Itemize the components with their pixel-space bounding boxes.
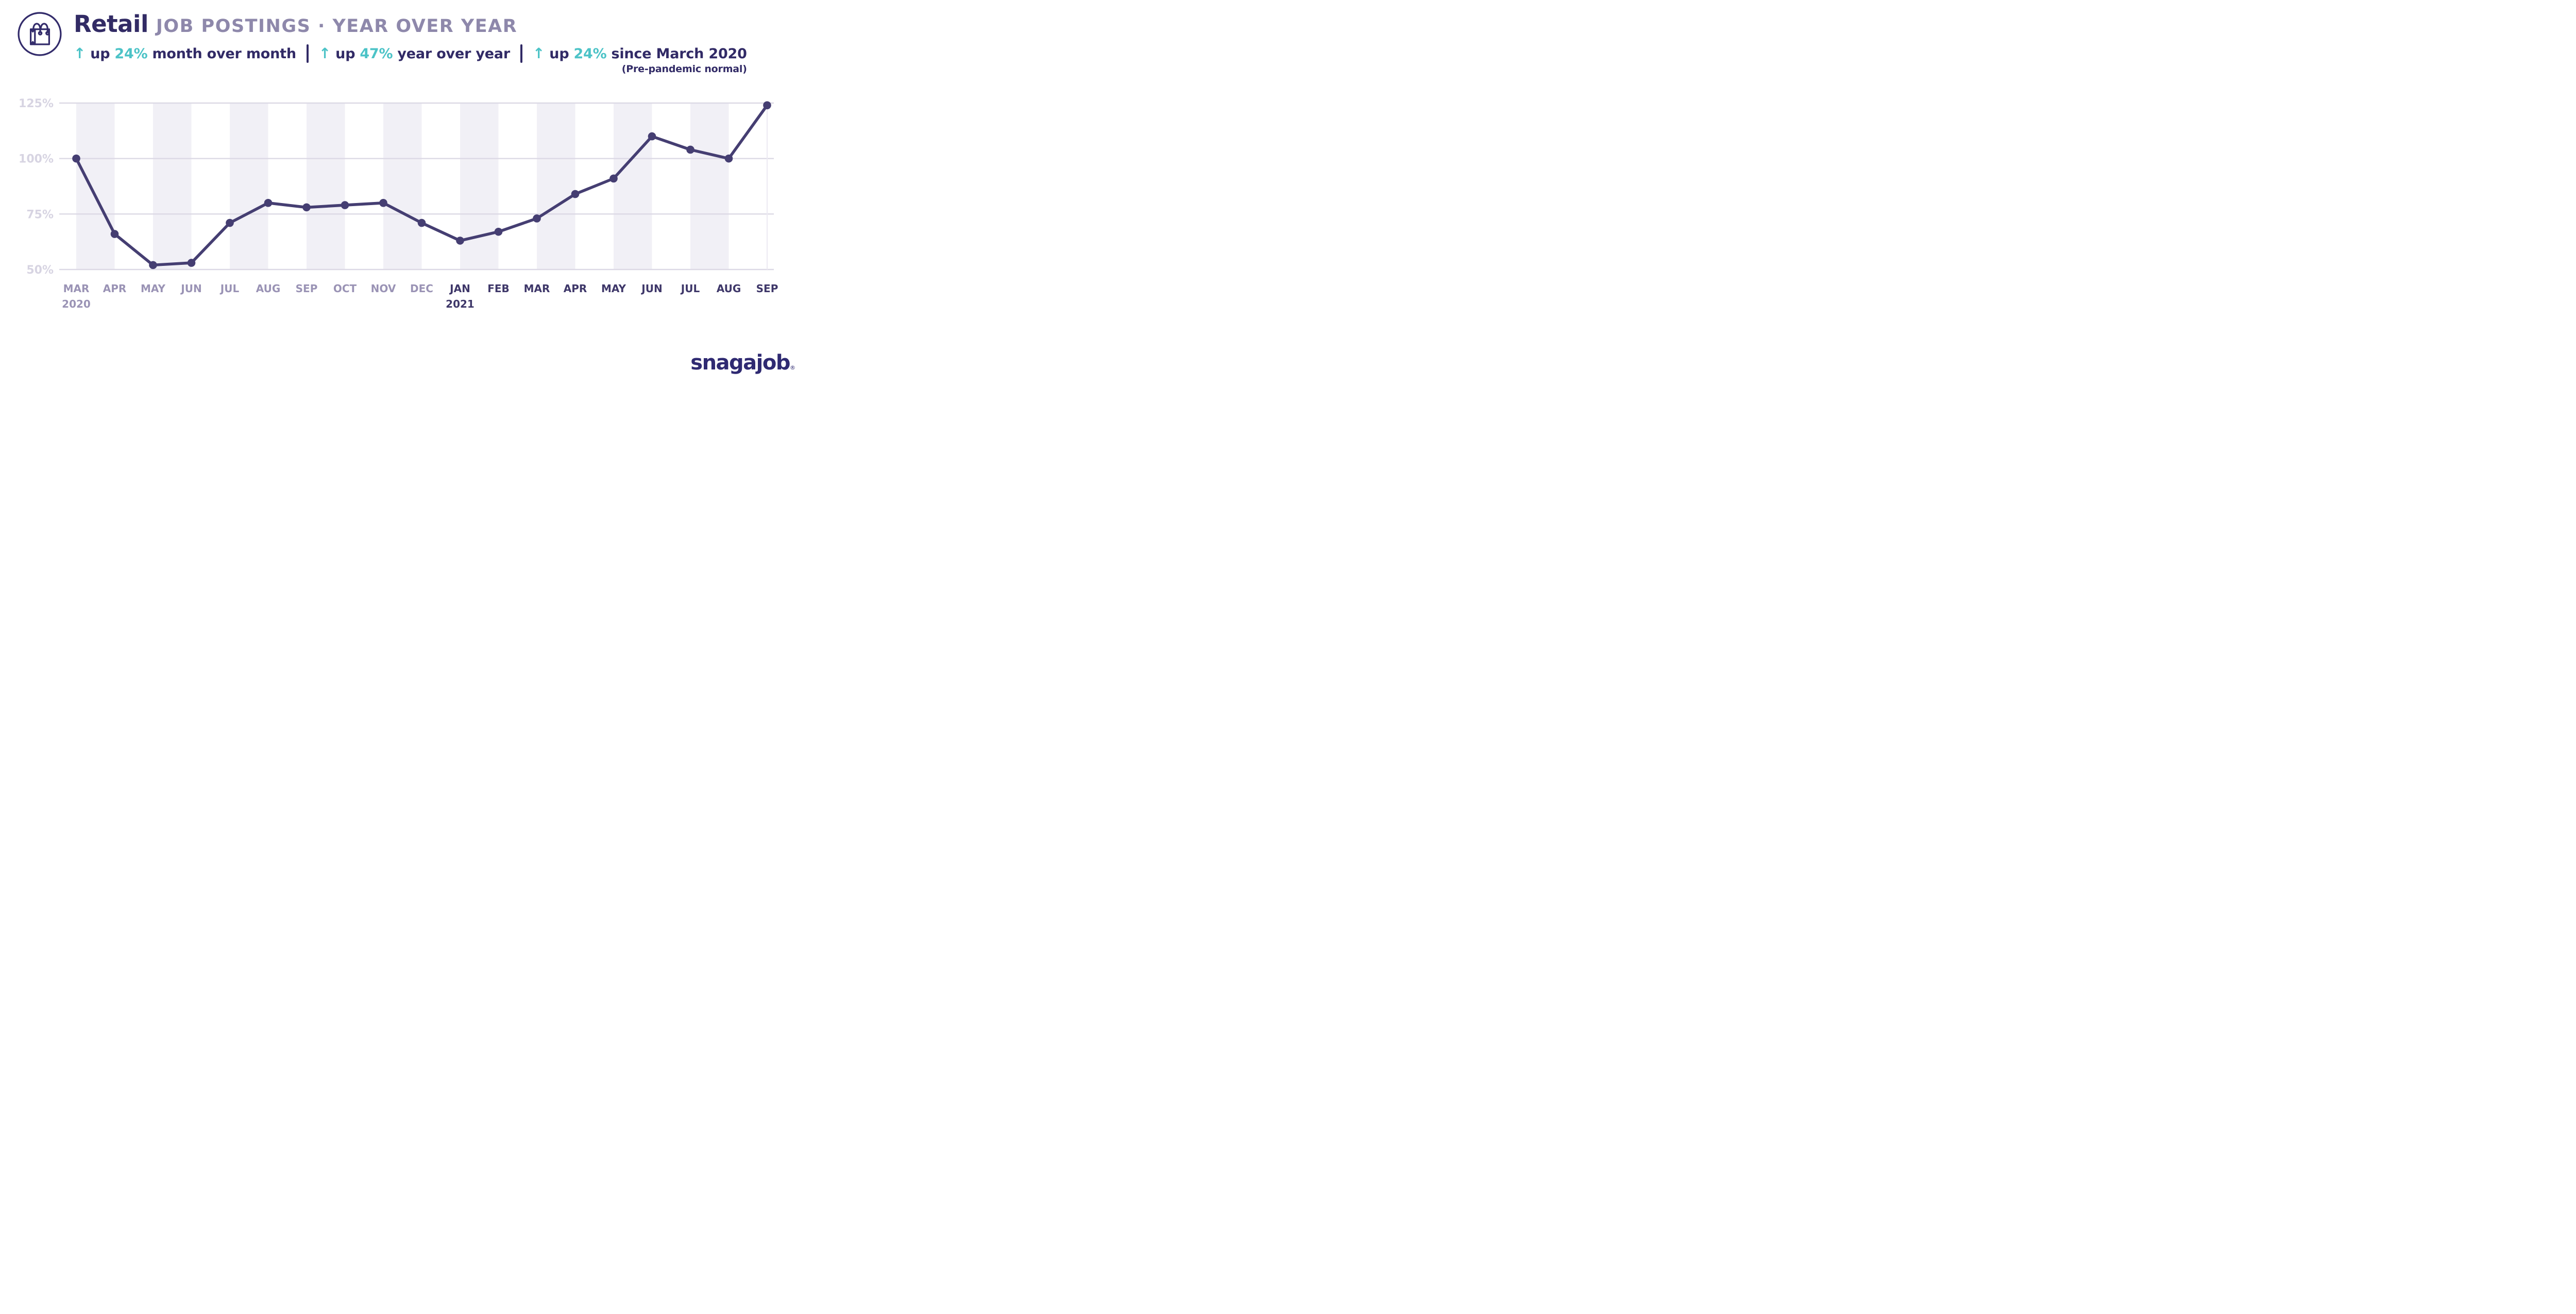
data-point-sep-6	[302, 203, 311, 212]
y-tick-label: 50%	[26, 264, 54, 277]
x-tick-label: SEP	[296, 282, 318, 295]
x-tick-label: APR	[103, 282, 127, 295]
x-tick-label: AUG	[717, 282, 741, 295]
data-point-feb-11	[494, 227, 503, 236]
x-tick-label: SEP	[756, 282, 778, 295]
bag-notch-bottom	[30, 41, 36, 45]
stat-since-march-2020: ↑ up 24% since March 2020	[533, 45, 747, 62]
stat-prefix: up	[90, 45, 110, 62]
data-point-apr-13	[571, 190, 580, 198]
stat-divider	[306, 44, 309, 63]
data-point-may-2	[149, 261, 157, 269]
data-point-dec-9	[417, 218, 426, 227]
data-point-mar-0	[72, 154, 80, 163]
shaded-month-band	[307, 103, 345, 269]
page-subtitle: JOB POSTINGS · YEAR OVER YEAR	[156, 16, 518, 37]
data-point-jul-4	[226, 218, 234, 227]
shopping-bag-icon	[18, 12, 62, 56]
data-point-jul-16	[686, 145, 694, 154]
bag-body	[29, 28, 50, 45]
bag-handle-right	[40, 23, 48, 33]
x-tick-label: JUN	[640, 282, 662, 295]
shaded-month-band	[153, 103, 192, 269]
shaded-month-band	[76, 103, 115, 269]
shaded-month-band	[537, 103, 575, 269]
x-tick-label: MAR	[524, 282, 550, 295]
shaded-month-band	[230, 103, 268, 269]
retail-job-postings-line-chart: 125% 100% 75% 50% MAR APR MAY JUN JUL AUG SEP OCT NO…	[19, 97, 778, 310]
stat-prefix: up	[335, 45, 355, 62]
data-point-oct-7	[341, 201, 349, 209]
shaded-month-band	[460, 103, 499, 269]
shaded-month-band	[690, 103, 729, 269]
bag-handle-hole-left	[38, 31, 43, 36]
stat-prefix: up	[549, 45, 569, 62]
data-point-jun-15	[648, 132, 656, 141]
x-tick-label: JAN	[449, 282, 470, 295]
x-tick-label: MAY	[601, 282, 626, 295]
stat-suffix: year over year	[397, 45, 511, 62]
x-tick-label: MAR	[63, 282, 90, 295]
stat-value: 24%	[573, 45, 607, 62]
stat-month-over-month: ↑ up 24% month over month	[74, 45, 296, 62]
x-tick-label: DEC	[410, 282, 433, 295]
shaded-month-band	[383, 103, 422, 269]
stat-suffix: month over month	[152, 45, 296, 62]
snagajob-logo: snagajob®	[690, 351, 795, 375]
x-tick-label: NOV	[371, 282, 396, 295]
badge-circle	[18, 12, 62, 56]
stat-since-march-wrap: ↑ up 24% since March 2020 (Pre-pandemic …	[533, 45, 747, 75]
up-arrow-icon: ↑	[318, 44, 331, 62]
data-point-aug-17	[724, 154, 733, 163]
x-year-label: 2021	[446, 298, 474, 310]
stat-year-over-year: ↑ up 47% year over year	[319, 45, 510, 62]
shaded-month-band	[614, 103, 652, 269]
data-point-jun-3	[187, 259, 196, 267]
data-point-aug-5	[264, 199, 273, 207]
stats-row: ↑ up 24% month over month ↑ up 47% year …	[74, 44, 747, 75]
x-tick-label: JUL	[680, 282, 700, 295]
pre-pandemic-note: (Pre-pandemic normal)	[621, 63, 747, 75]
x-tick-label: AUG	[256, 282, 281, 295]
x-tick-label: APR	[564, 282, 587, 295]
data-point-mar-12	[533, 214, 541, 223]
y-tick-label: 125%	[19, 97, 54, 110]
data-point-sep-18	[763, 101, 771, 110]
data-point-may-14	[609, 174, 618, 183]
stat-value: 24%	[114, 45, 148, 62]
stat-suffix: since March 2020	[611, 45, 747, 62]
stat-divider	[520, 44, 523, 63]
y-tick-label: 75%	[26, 208, 54, 221]
header: Retail JOB POSTINGS · YEAR OVER YEAR	[74, 10, 517, 38]
x-tick-label: OCT	[333, 282, 357, 295]
bag-notch-top	[30, 28, 36, 33]
bag-handle-hole-right	[45, 31, 50, 36]
x-tick-label: MAY	[141, 282, 165, 295]
stat-value: 47%	[360, 45, 393, 62]
data-point-nov-8	[379, 199, 387, 207]
logo-text: snagajob	[690, 351, 790, 375]
x-year-label: 2020	[62, 298, 91, 310]
registered-trademark-icon: ®	[790, 364, 795, 371]
x-tick-label: FEB	[487, 282, 510, 295]
up-arrow-icon: ↑	[533, 44, 545, 62]
data-point-apr-1	[110, 230, 119, 238]
x-tick-label: JUN	[180, 282, 201, 295]
y-tick-label: 100%	[19, 153, 54, 166]
x-tick-label: JUL	[219, 282, 240, 295]
page-title: Retail	[74, 10, 148, 38]
retail-job-postings-infographic: Retail JOB POSTINGS · YEAR OVER YEAR ↑ u…	[0, 0, 808, 377]
up-arrow-icon: ↑	[74, 44, 86, 62]
data-point-jan-10	[456, 237, 464, 245]
